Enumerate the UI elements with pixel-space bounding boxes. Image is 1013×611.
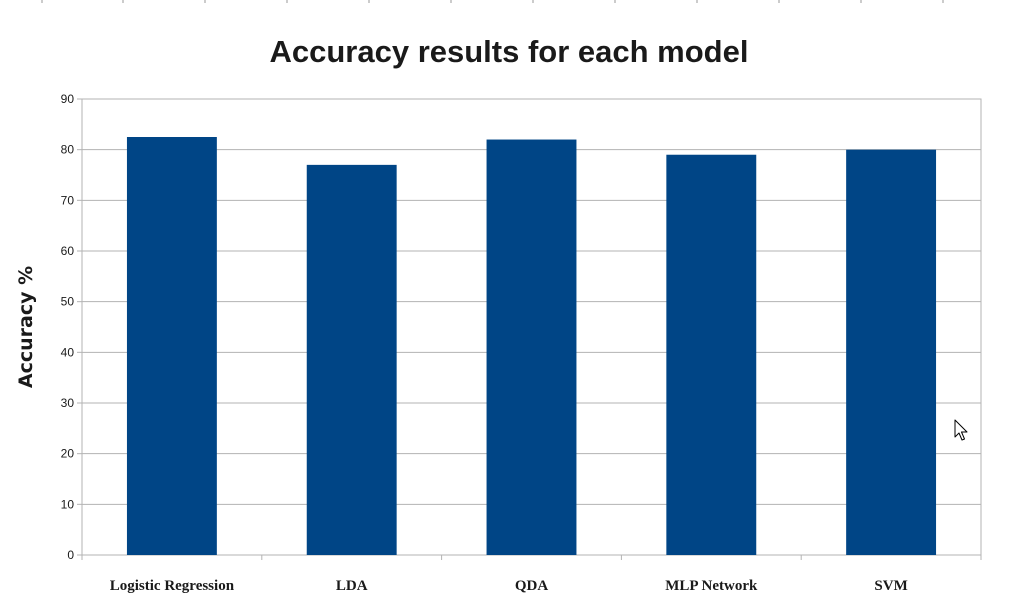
- mouse-pointer-icon: [954, 419, 968, 441]
- y-tick-label: 80: [61, 143, 75, 157]
- top-ruler-strip: [41, 0, 944, 3]
- x-tick-label: SVM: [874, 578, 907, 594]
- y-tick-label: 60: [61, 244, 75, 258]
- x-tick-label: LDA: [336, 578, 368, 594]
- y-tick-label: 70: [61, 193, 75, 207]
- x-tick-label: MLP Network: [665, 578, 758, 594]
- y-tick-label: 90: [61, 92, 75, 106]
- y-axis-label: Accuracy %: [15, 266, 37, 388]
- y-tick-label: 50: [61, 295, 75, 309]
- y-tick-label: 20: [61, 447, 75, 461]
- bar-mlp-network: [666, 154, 757, 555]
- bar-qda: [486, 139, 577, 556]
- y-tick-label: 40: [61, 345, 75, 359]
- x-tick-label: QDA: [515, 578, 549, 594]
- bar-svm: [846, 149, 937, 555]
- y-tick-label: 30: [61, 396, 75, 410]
- plot-area: 0 10 20 30 40 50 60 70 80 90 Logistic Regression LD…: [61, 92, 982, 594]
- bar-logistic-regression: [126, 137, 217, 555]
- x-tick-label: Logistic Regression: [110, 578, 235, 594]
- bar-lda: [306, 164, 397, 555]
- y-tick-label: 10: [61, 497, 75, 511]
- chart-title: Accuracy results for each model: [270, 34, 749, 69]
- y-tick-label: 0: [67, 548, 74, 562]
